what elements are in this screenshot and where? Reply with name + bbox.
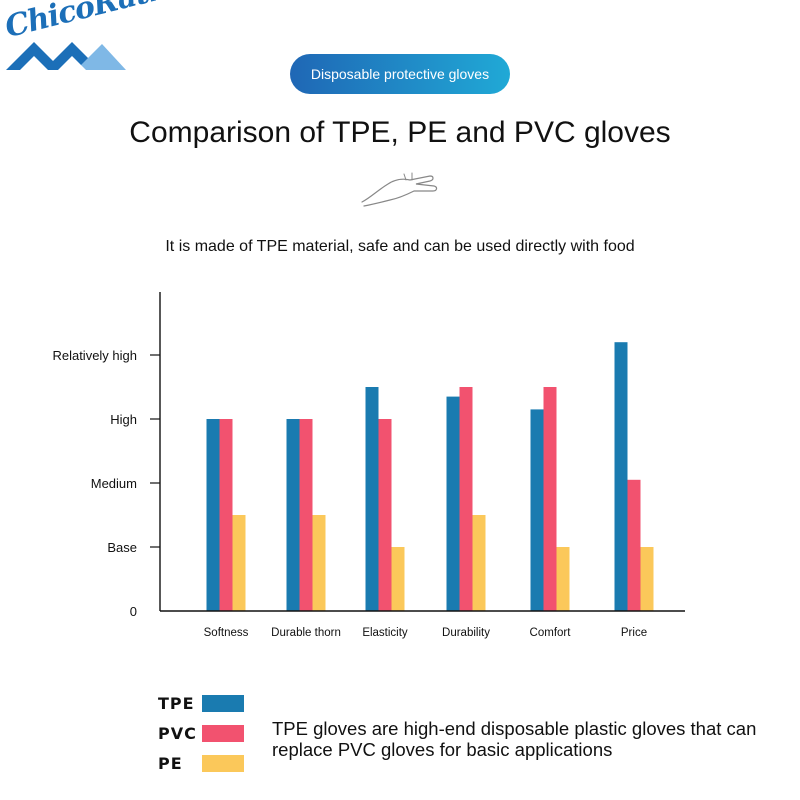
hand-line-icon (361, 172, 438, 207)
description-note: TPE gloves are high-end disposable plast… (272, 718, 757, 760)
chart-subtitle: It is made of TPE material, safe and can… (165, 238, 635, 255)
bar-pe-durable-thorn (312, 515, 326, 611)
y-tick-label: Relatively high (52, 348, 137, 363)
legend-label: TPE (158, 693, 195, 713)
bar-pe-durability (472, 515, 486, 611)
bar-tpe-price (614, 342, 628, 611)
y-tick-label: 0 (130, 604, 137, 619)
bar-pe-comfort (556, 547, 570, 611)
y-tick-label: Medium (91, 476, 137, 491)
page-title: Comparison of TPE, PE and PVC gloves (129, 116, 671, 149)
bar-tpe-softness (206, 419, 220, 611)
legend-label: PE (158, 753, 183, 773)
y-tick-label: High (110, 412, 137, 427)
x-tick-label: Softness (204, 627, 249, 639)
legend-swatch (202, 724, 244, 742)
bar-pe-softness (232, 515, 246, 611)
legend-label: PVC (158, 723, 197, 743)
y-tick-label: Base (107, 540, 137, 555)
legend-item-pe: PE (158, 748, 244, 778)
x-tick-label: Durability (442, 627, 490, 639)
category-badge-label: Disposable protective gloves (310, 66, 490, 82)
legend-swatch (202, 754, 244, 772)
logo-mark-icon (6, 42, 126, 70)
bar-tpe-durable-thorn (286, 419, 300, 611)
bar-pe-elasticity (391, 547, 405, 611)
category-badge: Disposable protective gloves (290, 54, 510, 94)
bar-pvc-durability (459, 387, 473, 611)
legend-swatch (202, 694, 244, 712)
bar-tpe-elasticity (365, 387, 379, 611)
bar-tpe-comfort (530, 409, 544, 611)
bar-pvc-durable-thorn (299, 419, 313, 611)
legend-item-tpe: TPE (158, 688, 244, 718)
brand-logo: ChicoRath (2, 0, 172, 72)
chart-legend: TPE PVC PE (158, 688, 244, 778)
bar-pvc-price (627, 479, 641, 611)
x-tick-label: Elasticity (362, 627, 408, 639)
bar-pvc-softness (219, 419, 233, 611)
bar-pe-price (640, 547, 654, 611)
x-tick-label: Durable thorn (271, 627, 341, 639)
bar-tpe-durability (446, 396, 460, 611)
bar-chart: Softness Durable thorn Elasticity Durabilit… (52, 292, 685, 639)
bar-pvc-elasticity (378, 419, 392, 611)
x-tick-label: Comfort (530, 627, 572, 639)
legend-item-pvc: PVC (158, 718, 244, 748)
x-tick-label: Price (621, 627, 647, 639)
bar-pvc-comfort (543, 387, 557, 611)
